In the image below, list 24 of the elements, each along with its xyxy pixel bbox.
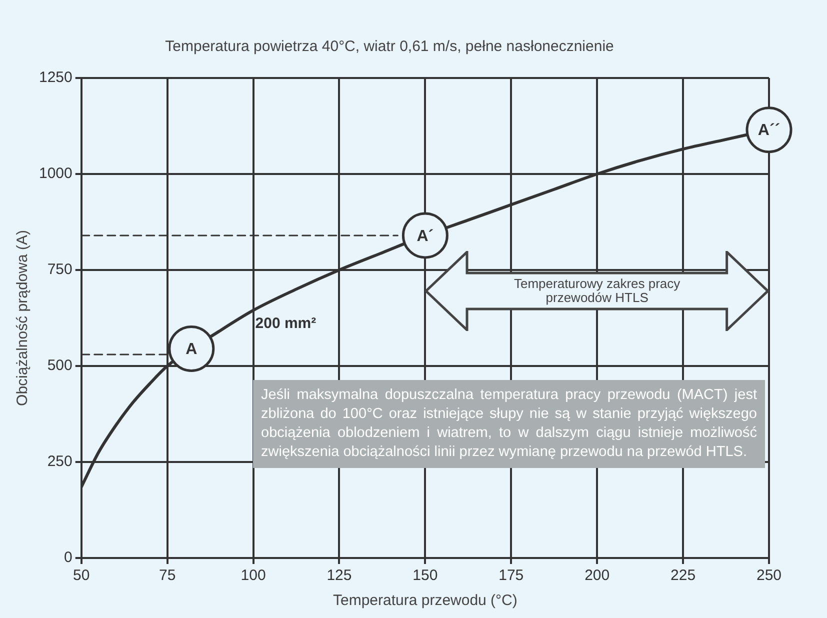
x-tick-label: 125 bbox=[326, 567, 352, 584]
x-axis-title: Temperatura przewodu (°C) bbox=[332, 592, 518, 610]
y-tick-label: 0 bbox=[64, 549, 72, 566]
x-tick-label: 100 bbox=[240, 567, 266, 584]
annotation: Jeśli maksymalna dopuszczalna temperatura pracy przewodu (MACT) jest zbliżona do 100°C oraz istniejące słupy nie są w stanie przyjąć większego obciążenia oblodzeniem i wiatrem, to w dalszym ciągu istnieje możliwość zwiększenia obciążalności linii przez wymianę przewodu na przewód HTLS. bbox=[253, 380, 765, 468]
annotation: A´´ bbox=[758, 122, 780, 140]
annotation: A bbox=[186, 341, 198, 358]
y-tick-label: 1250 bbox=[38, 69, 72, 86]
y-tick-label: 250 bbox=[47, 453, 72, 470]
x-tick-label: 75 bbox=[158, 567, 176, 584]
series-label: 200 mm² bbox=[255, 314, 316, 332]
x-tick-label: 200 bbox=[584, 567, 610, 584]
x-tick-label: 225 bbox=[670, 567, 696, 584]
annotation: Temperaturowy zakres pracy przewodów HTLS bbox=[512, 276, 682, 305]
y-tick-label: 1000 bbox=[38, 165, 72, 182]
y-tick-label: 500 bbox=[47, 357, 72, 374]
x-tick-label: 150 bbox=[412, 567, 438, 584]
x-tick-label: 175 bbox=[498, 567, 524, 584]
y-axis-title: Obciążalność prądowa (A) bbox=[14, 230, 32, 406]
annotation: A´ bbox=[416, 228, 434, 245]
x-tick-label: 250 bbox=[756, 567, 782, 584]
y-tick-label: 750 bbox=[47, 261, 72, 278]
chart-title: Temperatura powietrza 40°C, wiatr 0,61 m/s, pełne nasłonecznienie bbox=[165, 38, 614, 56]
x-tick-label: 50 bbox=[73, 567, 90, 584]
